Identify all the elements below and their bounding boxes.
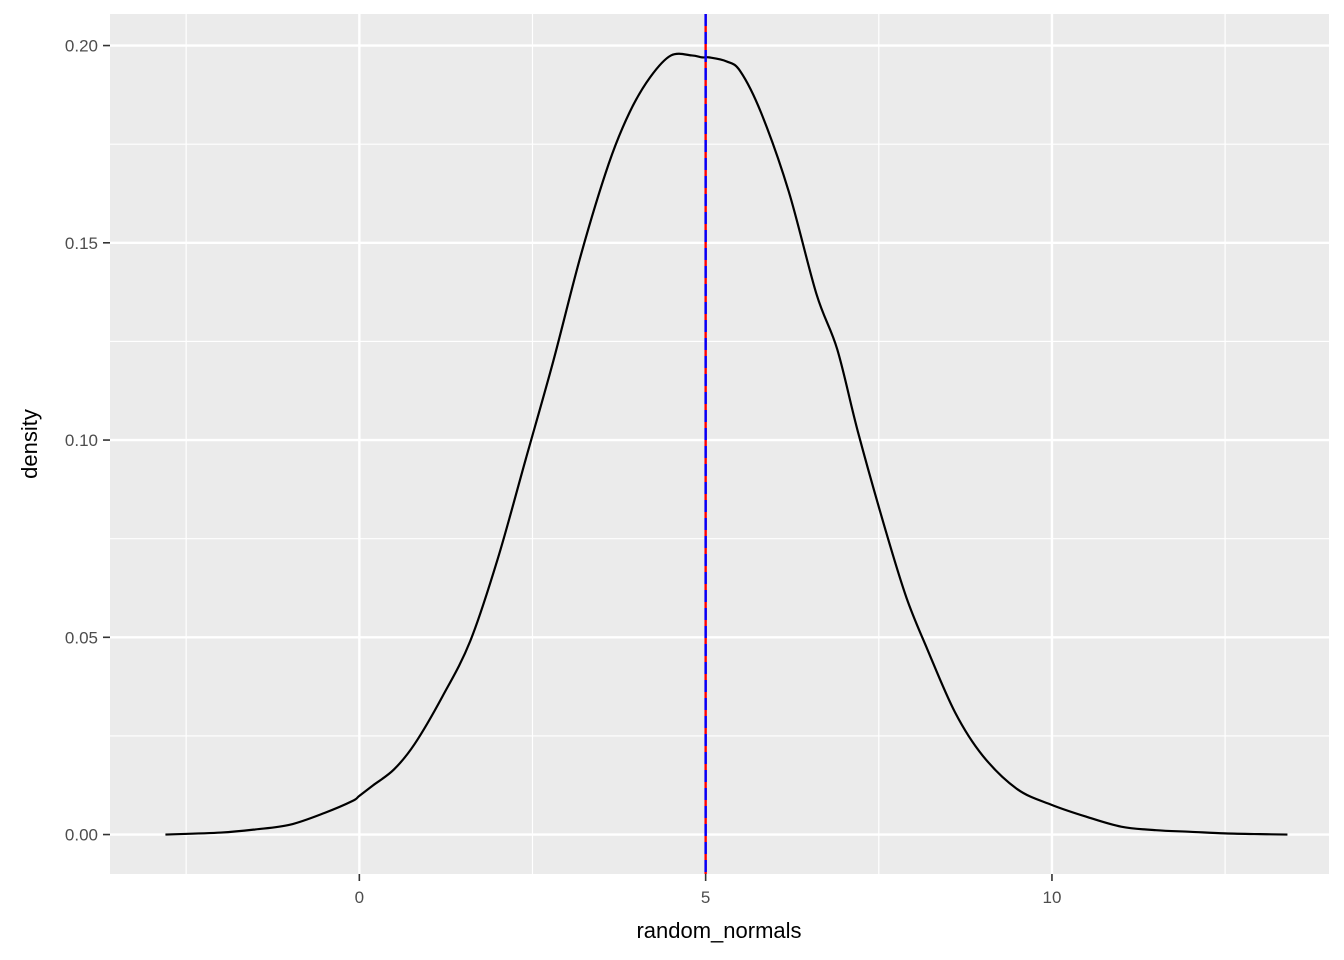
x-tick-label: 0 <box>355 888 364 907</box>
y-axis-title: density <box>17 409 42 479</box>
x-tick-label: 5 <box>701 888 710 907</box>
plot-panel <box>110 14 1329 874</box>
x-axis-title: random_normals <box>636 918 801 943</box>
y-tick-label: 0.00 <box>65 826 98 845</box>
y-tick-label: 0.15 <box>65 234 98 253</box>
y-tick-label: 0.10 <box>65 431 98 450</box>
minor-grid-lines <box>110 14 1329 874</box>
y-tick-label: 0.05 <box>65 628 98 647</box>
x-tick-label: 10 <box>1042 888 1061 907</box>
x-axis-ticks: 0 5 10 <box>355 874 1061 907</box>
y-tick-label: 0.20 <box>65 37 98 56</box>
y-axis-ticks: 0.00 0.05 0.10 0.15 0.20 <box>65 37 110 845</box>
